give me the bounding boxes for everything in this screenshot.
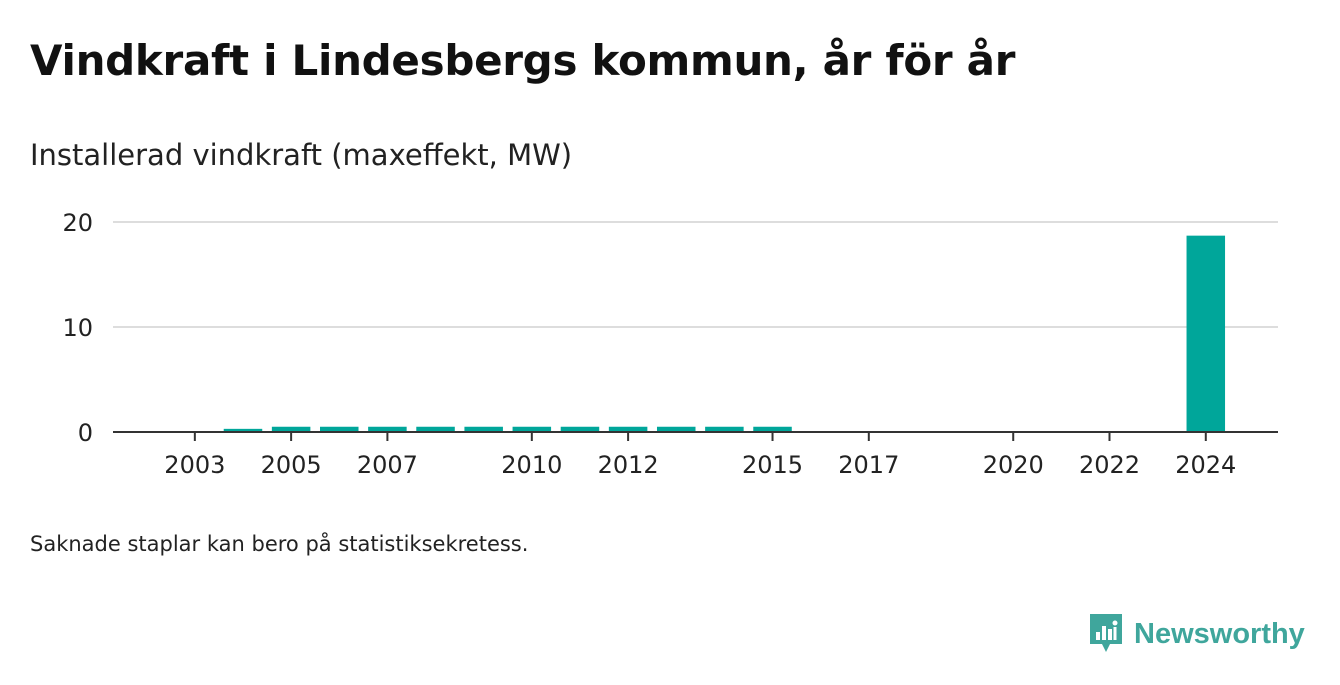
x-tick-label: 2024 bbox=[1175, 451, 1236, 479]
y-axis-ticks: 0 10 20 bbox=[62, 209, 93, 447]
chart-subtitle: Installerad vindkraft (maxeffekt, MW) bbox=[30, 138, 573, 172]
y-tick-label: 10 bbox=[62, 314, 93, 342]
x-tick-label: 2005 bbox=[261, 451, 322, 479]
bar-2013 bbox=[656, 426, 696, 432]
x-tick-label: 2022 bbox=[1079, 451, 1140, 479]
x-tick-label: 2003 bbox=[164, 451, 225, 479]
x-tick-label: 2015 bbox=[742, 451, 803, 479]
bar-2014 bbox=[705, 426, 744, 432]
x-tick-label: 2007 bbox=[357, 451, 418, 479]
bar-2010 bbox=[512, 426, 552, 432]
x-tick-label: 2020 bbox=[983, 451, 1044, 479]
bar-2012 bbox=[608, 426, 648, 432]
gridlines bbox=[113, 221, 1278, 328]
bar-2009 bbox=[464, 426, 503, 432]
x-tick-label: 2017 bbox=[838, 451, 899, 479]
bar-2011 bbox=[560, 426, 600, 432]
chart-title: Vindkraft i Lindesbergs kommun, år för å… bbox=[30, 36, 1016, 85]
brand-logo[interactable]: Newsworthy bbox=[1088, 610, 1305, 658]
bar-2015 bbox=[753, 426, 792, 432]
x-axis-ticks: 2003 2005 2007 2010 2012 2015 2017 2020 2022 2024 bbox=[164, 432, 1236, 479]
bar-2008 bbox=[416, 426, 455, 432]
bar-2005 bbox=[271, 426, 311, 432]
y-tick-label: 0 bbox=[78, 419, 93, 447]
bar-2004 bbox=[223, 428, 263, 432]
x-tick-label: 2010 bbox=[501, 451, 562, 479]
bar-2024 bbox=[1186, 235, 1226, 432]
footnote: Saknade staplar kan bero på statistiksek… bbox=[30, 532, 529, 556]
bars bbox=[223, 235, 1226, 432]
y-tick-label: 20 bbox=[62, 209, 93, 237]
bar-2006 bbox=[320, 426, 359, 432]
newsworthy-logo-icon bbox=[1090, 614, 1122, 652]
x-tick-label: 2012 bbox=[598, 451, 659, 479]
brand-name: Newsworthy bbox=[1134, 617, 1305, 650]
bar-2007 bbox=[368, 426, 407, 432]
